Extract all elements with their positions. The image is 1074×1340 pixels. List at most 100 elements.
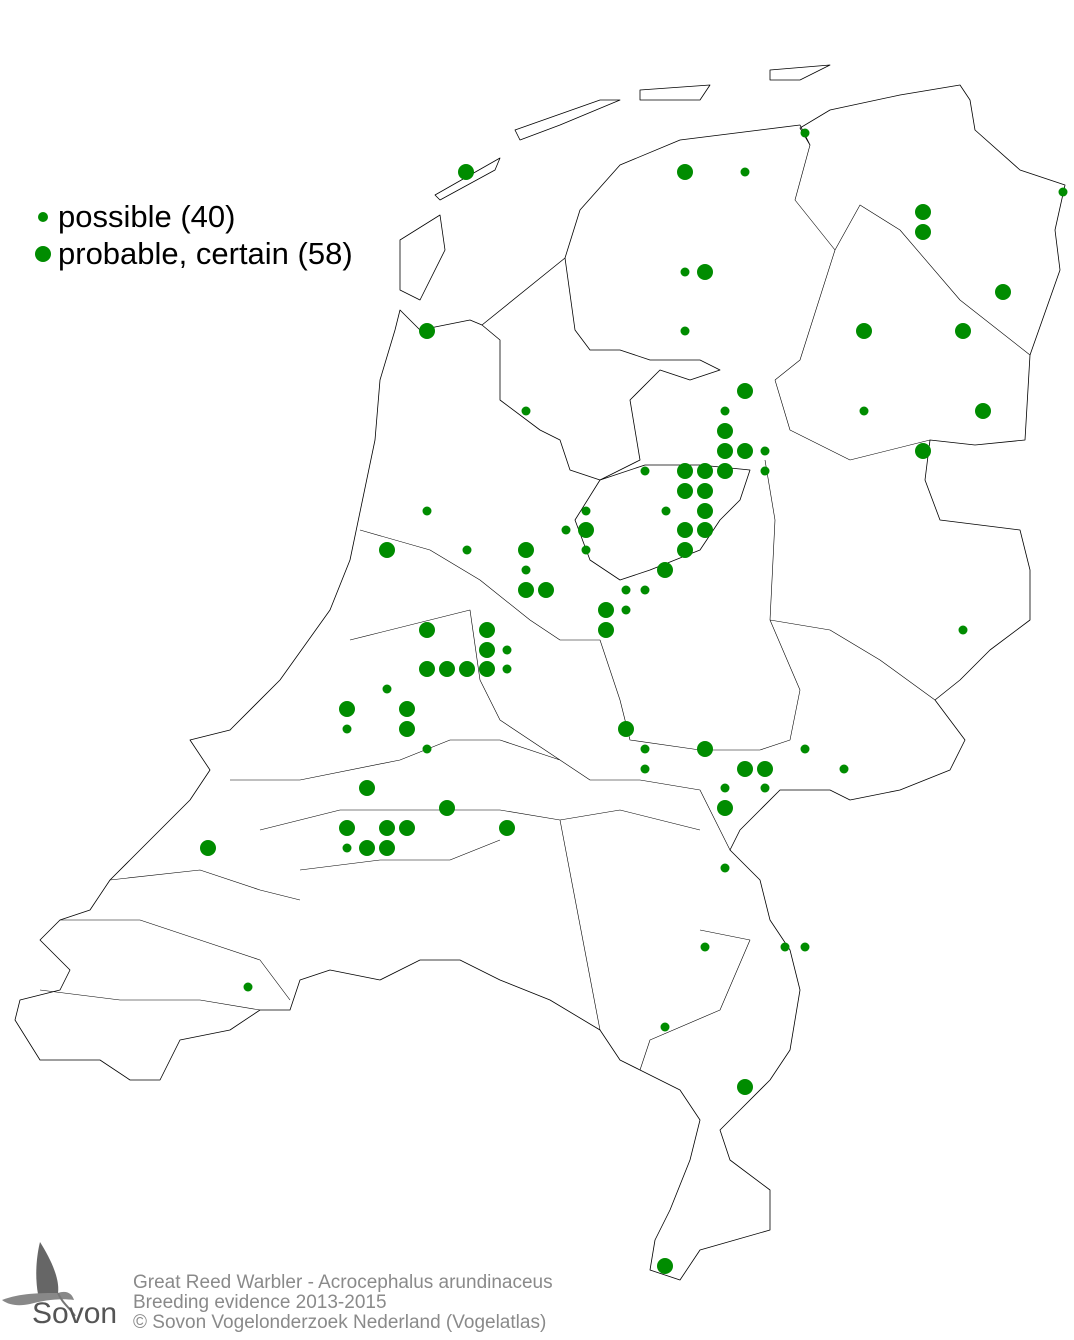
probable-certain-dot: [955, 323, 971, 339]
probable-certain-dot: [757, 761, 773, 777]
possible-dot: [720, 863, 730, 873]
possible-dot: [502, 645, 512, 655]
probable-certain-dot: [518, 542, 534, 558]
possible-dot: [342, 724, 352, 734]
legend-label-possible: possible (40): [58, 198, 236, 234]
possible-dot: [800, 744, 810, 754]
large-dot-icon: [35, 245, 51, 262]
probable-certain-dot: [677, 483, 693, 499]
possible-dot: [581, 506, 591, 516]
probable-certain-dot: [915, 204, 931, 220]
ameland: [639, 84, 711, 101]
footer-period: Breeding evidence 2013-2015: [133, 1292, 387, 1313]
possible-dot: [382, 684, 392, 694]
possible-dot: [859, 406, 869, 416]
possible-dot: [760, 446, 770, 456]
probable-certain-dot: [697, 741, 713, 757]
probable-certain-dot: [677, 164, 693, 180]
small-dot-icon: [38, 211, 48, 222]
possible-dot: [621, 605, 631, 615]
probable-certain-dot: [697, 503, 713, 519]
probable-certain-dot: [479, 642, 495, 658]
possible-dot: [422, 506, 432, 516]
possible-dot: [1058, 187, 1068, 197]
probable-certain-dot: [657, 562, 673, 578]
probable-certain-dot: [618, 721, 634, 737]
probable-certain-dot: [419, 323, 435, 339]
probable-certain-dot: [717, 423, 733, 439]
probable-certain-dot: [677, 522, 693, 538]
probable-certain-dot: [697, 463, 713, 479]
possible-dot: [760, 466, 770, 476]
probable-certain-dot: [518, 582, 534, 598]
probable-certain-dot: [200, 840, 216, 856]
probable-certain-dot: [697, 522, 713, 538]
legend-label-probable: probable, certain (58): [58, 235, 353, 271]
probable-certain-dot: [479, 622, 495, 638]
probable-certain-dot: [379, 820, 395, 836]
probable-certain-dot: [697, 264, 713, 280]
legend-item-probable: probable, certain (58): [28, 235, 353, 272]
legend: possible (40) probable, certain (58): [28, 198, 353, 272]
possible-dot: [581, 545, 591, 555]
probable-certain-dot: [578, 522, 594, 538]
probable-certain-dot: [737, 1079, 753, 1095]
possible-dot: [502, 664, 512, 674]
terschelling: [514, 99, 621, 141]
probable-certain-dot: [379, 542, 395, 558]
probable-certain-dot: [717, 443, 733, 459]
possible-dot: [561, 525, 571, 535]
possible-dot: [958, 625, 968, 635]
probable-certain-dot: [856, 323, 872, 339]
probable-certain-dot: [419, 622, 435, 638]
possible-dot: [640, 764, 650, 774]
possible-dot: [661, 506, 671, 516]
probable-certain-dot: [379, 840, 395, 856]
possible-dot: [640, 466, 650, 476]
probable-certain-dot: [419, 661, 435, 677]
footer-copyright: © Sovon Vogelonderzoek Nederland (Vogela…: [133, 1312, 547, 1333]
possible-dot: [800, 128, 810, 138]
probable-certain-dot: [717, 463, 733, 479]
possible-dot: [621, 585, 631, 595]
possible-dot: [680, 267, 690, 277]
observation-dots: [200, 128, 1068, 1274]
probable-certain-dot: [975, 403, 991, 419]
possible-dot: [800, 942, 810, 952]
zeeland-waters: [39, 869, 301, 1011]
probable-certain-dot: [399, 701, 415, 717]
province-borders: [230, 144, 1031, 1071]
texel: [399, 214, 446, 301]
possible-dot: [342, 843, 352, 853]
probable-certain-dot: [677, 542, 693, 558]
probable-certain-dot: [439, 661, 455, 677]
probable-certain-dot: [459, 661, 475, 677]
probable-certain-dot: [339, 701, 355, 717]
schiermonnikoog: [769, 64, 831, 81]
footer-species: Great Reed Warbler - Acrocephalus arundi…: [133, 1272, 553, 1293]
probable-certain-dot: [737, 383, 753, 399]
probable-certain-dot: [458, 164, 474, 180]
possible-dot: [521, 565, 531, 575]
logo-text: Sovon: [32, 1297, 118, 1330]
possible-dot: [521, 406, 531, 416]
probable-certain-dot: [538, 582, 554, 598]
probable-certain-dot: [499, 820, 515, 836]
probable-certain-dot: [737, 443, 753, 459]
probable-certain-dot: [399, 721, 415, 737]
possible-dot: [780, 942, 790, 952]
swallow-icon: [2, 1242, 76, 1317]
probable-certain-dot: [677, 463, 693, 479]
probable-certain-dot: [439, 800, 455, 816]
probable-certain-dot: [697, 483, 713, 499]
legend-item-possible: possible (40): [28, 198, 353, 235]
possible-dot: [422, 744, 432, 754]
possible-dot: [700, 942, 710, 952]
possible-dot: [760, 783, 770, 793]
probable-certain-dot: [479, 661, 495, 677]
probable-certain-dot: [717, 800, 733, 816]
probable-certain-dot: [359, 840, 375, 856]
vlieland: [434, 157, 501, 201]
probable-certain-dot: [598, 602, 614, 618]
